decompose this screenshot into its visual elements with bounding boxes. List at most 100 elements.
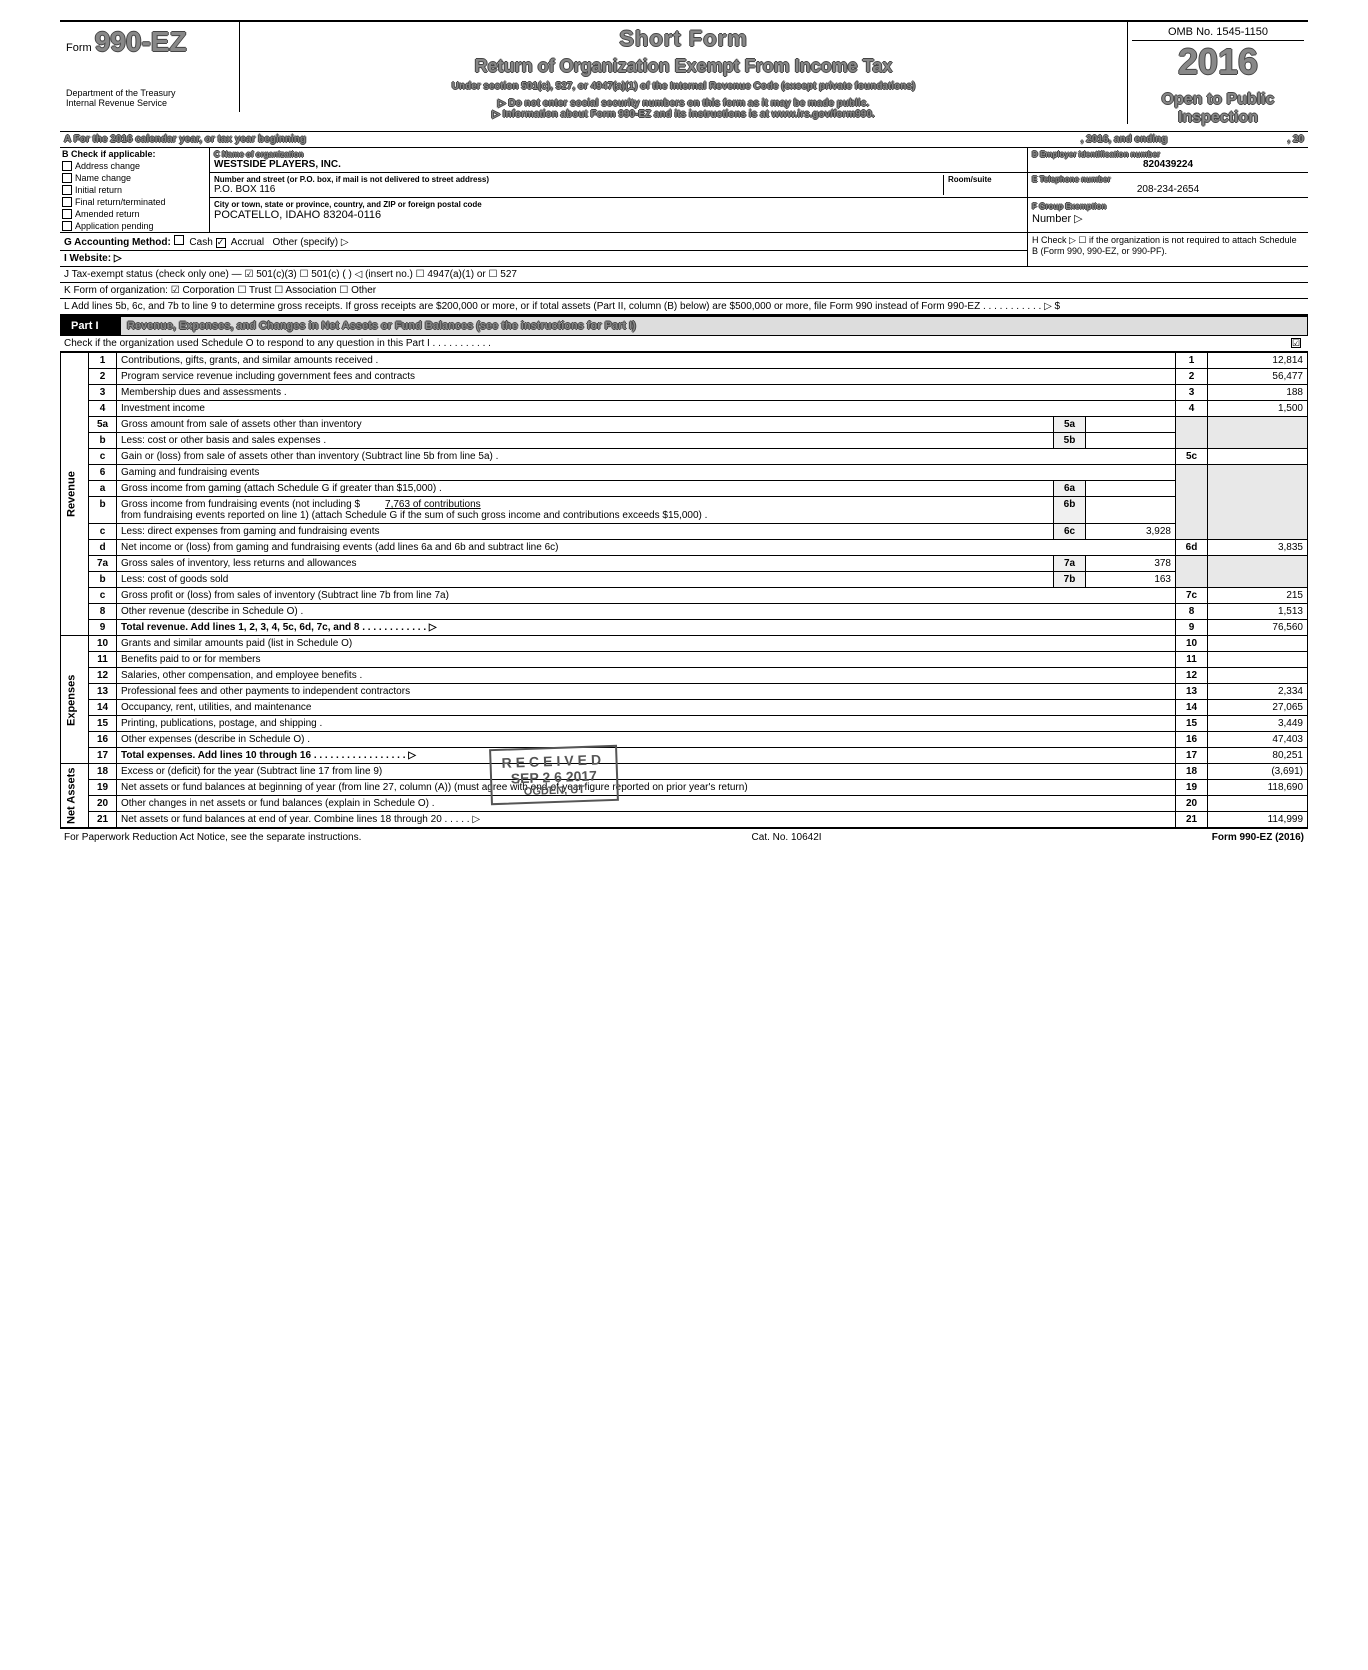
line-13: 13 Professional fees and other payments … bbox=[61, 684, 1308, 700]
telephone: 208-234-2654 bbox=[1032, 184, 1304, 195]
row-k: K Form of organization: ☑ Corporation ☐ … bbox=[60, 283, 1308, 299]
line-18: Net Assets 18 Excess or (deficit) for th… bbox=[61, 764, 1308, 780]
footer-right: Form 990-EZ (2016) bbox=[1212, 832, 1304, 843]
room-suite-label: Room/suite bbox=[948, 175, 1023, 184]
d-label: D Employer identification number bbox=[1032, 150, 1304, 159]
row-h: H Check ▷ ☐ if the organization is not r… bbox=[1028, 233, 1308, 266]
e-label: E Telephone number bbox=[1032, 175, 1304, 184]
irs-label: Internal Revenue Service bbox=[66, 98, 233, 108]
line-7a: 7a Gross sales of inventory, less return… bbox=[61, 556, 1308, 572]
info-grid: B Check if applicable: Address change Na… bbox=[60, 148, 1308, 233]
h-text: H Check ▷ ☐ if the organization is not r… bbox=[1032, 235, 1297, 256]
line-6b: b Gross income from fundraising events (… bbox=[61, 497, 1308, 524]
line-8: 8 Other revenue (describe in Schedule O)… bbox=[61, 604, 1308, 620]
dept-treasury: Department of the Treasury bbox=[66, 88, 233, 98]
line-5a: 5a Gross amount from sale of assets othe… bbox=[61, 417, 1308, 433]
line-6a: a Gross income from gaming (attach Sched… bbox=[61, 481, 1308, 497]
part1-label: Part I bbox=[61, 317, 121, 335]
tax-year: 2016 bbox=[1132, 41, 1304, 83]
org-name: WESTSIDE PLAYERS, INC. bbox=[214, 159, 1023, 170]
i-label: I Website: ▷ bbox=[64, 253, 122, 264]
g-label: G Accounting Method: bbox=[64, 237, 171, 248]
org-address: P.O. BOX 116 bbox=[214, 184, 943, 195]
chk-address-change[interactable]: Address change bbox=[60, 160, 209, 172]
header-right: OMB No. 1545-1150 2016 Open to Public In… bbox=[1128, 22, 1308, 131]
form-header: Form 990-EZ Department of the Treasury I… bbox=[60, 20, 1308, 132]
open-public: Open to Public bbox=[1132, 91, 1304, 109]
line-9: 9 Total revenue. Add lines 1, 2, 3, 4, 5… bbox=[61, 620, 1308, 636]
sched-o-text: Check if the organization used Schedule … bbox=[64, 338, 1291, 349]
row-a-right: , 20 bbox=[1287, 134, 1304, 145]
line-20: 20 Other changes in net assets or fund b… bbox=[61, 796, 1308, 812]
line-6: 6 Gaming and fundraising events bbox=[61, 465, 1308, 481]
footer-left: For Paperwork Reduction Act Notice, see … bbox=[64, 832, 361, 843]
chk-amended[interactable]: Amended return bbox=[60, 208, 209, 220]
c-addr-label: Number and street (or P.O. box, if mail … bbox=[214, 175, 943, 184]
side-expenses: Expenses bbox=[61, 636, 89, 764]
k-text: K Form of organization: ☑ Corporation ☐ … bbox=[64, 285, 376, 296]
line-6c: c Less: direct expenses from gaming and … bbox=[61, 524, 1308, 540]
side-netassets: Net Assets bbox=[61, 764, 89, 828]
form-title: Return of Organization Exempt From Incom… bbox=[250, 56, 1117, 77]
line-3: 3 Membership dues and assessments . 3 18… bbox=[61, 385, 1308, 401]
section-e: E Telephone number 208-234-2654 bbox=[1028, 173, 1308, 198]
chk-final-return[interactable]: Final return/terminated bbox=[60, 196, 209, 208]
section-d: D Employer identification number 8204392… bbox=[1028, 148, 1308, 173]
line-4: 4 Investment income 4 1,500 bbox=[61, 401, 1308, 417]
line-7c: c Gross profit or (loss) from sales of i… bbox=[61, 588, 1308, 604]
header-center: Short Form Return of Organization Exempt… bbox=[240, 22, 1128, 124]
section-c: C Name of organization WESTSIDE PLAYERS,… bbox=[210, 148, 1028, 232]
line-6d: d Net income or (loss) from gaming and f… bbox=[61, 540, 1308, 556]
line-21: 21 Net assets or fund balances at end of… bbox=[61, 812, 1308, 828]
c-city-label: City or town, state or province, country… bbox=[214, 200, 1023, 209]
f-sub: Number ▷ bbox=[1032, 213, 1083, 225]
sched-o-check-row: Check if the organization used Schedule … bbox=[60, 336, 1308, 352]
inspection: Inspection bbox=[1132, 109, 1304, 127]
footer: For Paperwork Reduction Act Notice, see … bbox=[60, 828, 1308, 846]
chk-cash[interactable] bbox=[174, 235, 184, 245]
line-15: 15 Printing, publications, postage, and … bbox=[61, 716, 1308, 732]
line-12: 12 Salaries, other compensation, and emp… bbox=[61, 668, 1308, 684]
line-17: 17 Total expenses. Add lines 10 through … bbox=[61, 748, 1308, 764]
section-def: D Employer identification number 8204392… bbox=[1028, 148, 1308, 232]
c-name-block: C Name of organization WESTSIDE PLAYERS,… bbox=[210, 148, 1027, 173]
line-10: Expenses 10 Grants and similar amounts p… bbox=[61, 636, 1308, 652]
row-a: A For the 2016 calendar year, or tax yea… bbox=[60, 132, 1308, 148]
row-j: J Tax-exempt status (check only one) — ☑… bbox=[60, 267, 1308, 283]
header-left: Form 990-EZ Department of the Treasury I… bbox=[60, 22, 240, 112]
part1-table: Revenue 1 Contributions, gifts, grants, … bbox=[60, 352, 1308, 828]
short-form-label: Short Form bbox=[250, 26, 1117, 52]
part1-header: Part I Revenue, Expenses, and Changes in… bbox=[60, 316, 1308, 336]
omb-number: OMB No. 1545-1150 bbox=[1132, 26, 1304, 41]
row-g: G Accounting Method: Cash ✓ Accrual Othe… bbox=[60, 233, 1027, 250]
line-2: 2 Program service revenue including gove… bbox=[61, 369, 1308, 385]
c-addr-block: Number and street (or P.O. box, if mail … bbox=[210, 173, 1027, 198]
lines-wrapper: Revenue 1 Contributions, gifts, grants, … bbox=[60, 352, 1308, 828]
j-text: J Tax-exempt status (check only one) — ☑… bbox=[64, 269, 517, 280]
row-i: I Website: ▷ bbox=[60, 250, 1027, 266]
c-name-label: C Name of organization bbox=[214, 150, 1023, 159]
sched-o-checkbox[interactable]: ☑ bbox=[1291, 338, 1301, 348]
line-1: Revenue 1 Contributions, gifts, grants, … bbox=[61, 353, 1308, 369]
chk-app-pending[interactable]: Application pending bbox=[60, 220, 209, 232]
chk-name-change[interactable]: Name change bbox=[60, 172, 209, 184]
org-city: POCATELLO, IDAHO 83204-0116 bbox=[214, 209, 1023, 221]
f-label: F Group Exemption bbox=[1032, 202, 1106, 211]
line-19: 19 Net assets or fund balances at beginn… bbox=[61, 780, 1308, 796]
chk-initial-return[interactable]: Initial return bbox=[60, 184, 209, 196]
line-16: 16 Other expenses (describe in Schedule … bbox=[61, 732, 1308, 748]
form-subtitle: Under section 501(c), 527, or 4947(a)(1)… bbox=[250, 81, 1117, 92]
form-number: 990-EZ bbox=[95, 26, 187, 57]
line-14: 14 Occupancy, rent, utilities, and maint… bbox=[61, 700, 1308, 716]
section-f: F Group Exemption Number ▷ bbox=[1028, 198, 1308, 227]
section-b: B Check if applicable: Address change Na… bbox=[60, 148, 210, 232]
row-a-left: A For the 2016 calendar year, or tax yea… bbox=[64, 134, 306, 145]
l-text: L Add lines 5b, 6c, and 7b to line 9 to … bbox=[64, 301, 1060, 312]
line-5c: c Gain or (loss) from sale of assets oth… bbox=[61, 449, 1308, 465]
part1-title: Revenue, Expenses, and Changes in Net As… bbox=[121, 317, 1307, 335]
line-5b: b Less: cost or other basis and sales ex… bbox=[61, 433, 1308, 449]
note-ssn: Do not enter social security numbers on … bbox=[250, 98, 1117, 109]
c-city-block: City or town, state or province, country… bbox=[210, 198, 1027, 223]
line-11: 11 Benefits paid to or for members 11 bbox=[61, 652, 1308, 668]
chk-accrual[interactable]: ✓ bbox=[216, 238, 226, 248]
